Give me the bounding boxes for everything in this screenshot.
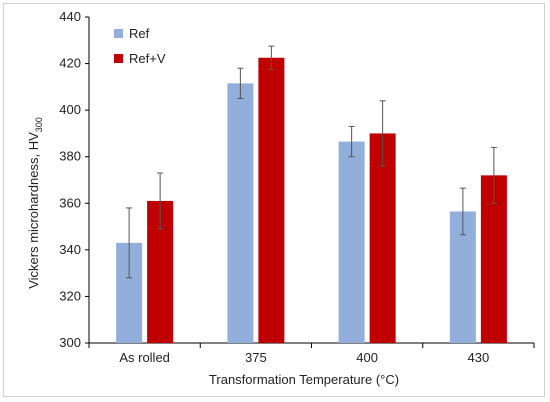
- y-tick-label: 380: [59, 149, 81, 164]
- y-tick-label: 400: [59, 102, 81, 117]
- x-tick-label: 400: [356, 350, 378, 365]
- y-axis-title-subscript: 300: [34, 117, 44, 132]
- x-tick-labels: As rolled 375 400 430: [88, 343, 535, 365]
- legend: Ref Ref+V: [114, 26, 166, 66]
- legend-swatch-ref-v: [114, 54, 123, 63]
- y-tick-label: 440: [59, 9, 81, 24]
- chart-frame: 300 320 340 360 380 400 420 440 As rolled 375 400…: [3, 3, 545, 397]
- x-tick-label: As rolled: [119, 350, 170, 365]
- y-tick-labels: 300 320 340 360 380 400 420 440: [59, 9, 89, 350]
- legend-label-ref-v: Ref+V: [129, 51, 166, 66]
- bar-chart: 300 320 340 360 380 400 420 440 As rolled 375 400…: [26, 9, 535, 387]
- legend-swatch-ref: [114, 29, 123, 38]
- y-tick-label: 360: [59, 195, 81, 210]
- x-tick-label: 430: [468, 350, 490, 365]
- bars: [116, 57, 507, 343]
- y-tick-label: 320: [59, 288, 81, 303]
- error-bars: [126, 45, 497, 279]
- y-tick-label: 420: [59, 56, 81, 71]
- y-tick-label: 300: [59, 335, 81, 350]
- y-tick-label: 340: [59, 242, 81, 257]
- bar-ref: [338, 141, 365, 343]
- bar-ref-v: [258, 57, 285, 343]
- bar-ref: [227, 83, 254, 343]
- x-axis-title: Transformation Temperature (°C): [209, 372, 399, 387]
- y-axis-title-main: Vickers microhardness, HV: [26, 132, 41, 289]
- bar-ref-v: [369, 133, 396, 343]
- legend-label-ref: Ref: [129, 26, 150, 41]
- x-tick-label: 375: [245, 350, 267, 365]
- y-axis-title: Vickers microhardness, HV300: [26, 117, 44, 289]
